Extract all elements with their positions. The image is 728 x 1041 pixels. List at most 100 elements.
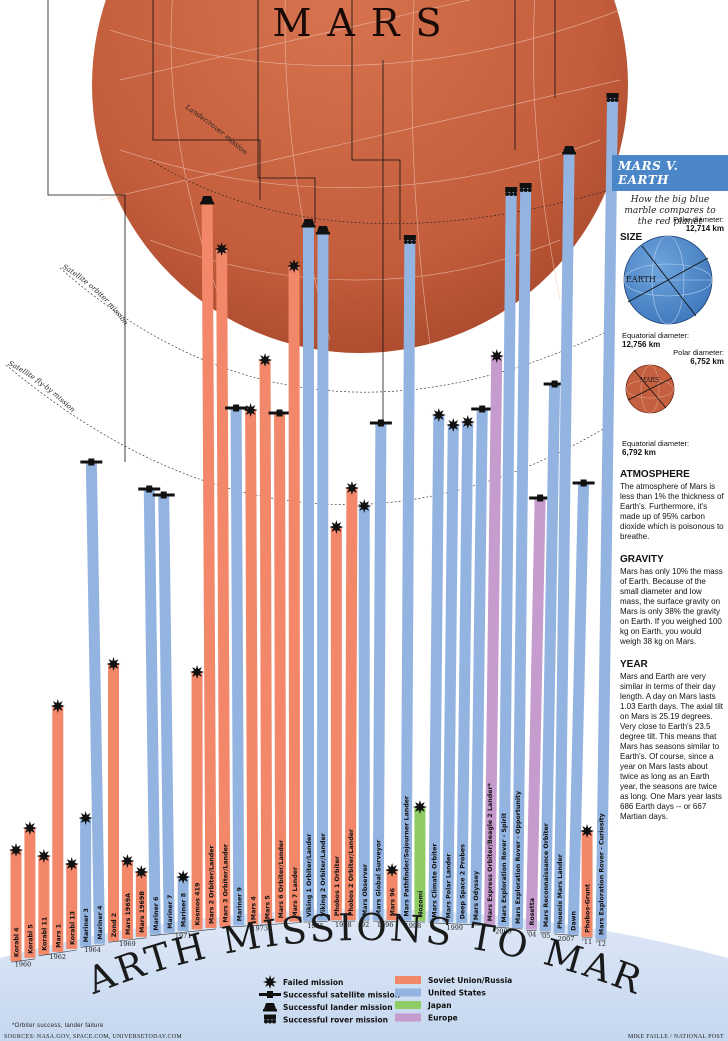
mission-korabl-5: Korabl 5 [22, 821, 37, 958]
satellite-icon [80, 458, 103, 466]
svg-text:MARS: MARS [640, 377, 659, 384]
atmosphere-heading: ATMOSPHERE [620, 469, 690, 480]
year-label: '04 [526, 931, 536, 939]
year-label: 1975 [307, 922, 324, 930]
mission-bar [358, 506, 370, 920]
year-label: 1962 [50, 953, 67, 961]
legend-swatch-japan [395, 1001, 421, 1009]
mission-label: Korabl 13 [69, 911, 76, 945]
failed-mission-icon [460, 415, 475, 429]
legend-label: Successful rover mission [283, 1016, 388, 1025]
mission-bar [428, 415, 445, 922]
rover-legend-icon [264, 1014, 276, 1024]
lander-legend-icon [263, 1003, 277, 1012]
mission-bar [344, 488, 358, 921]
mission-bar [10, 850, 22, 962]
gravity-heading: GRAVITY [620, 554, 664, 565]
failed-mission-icon [190, 665, 205, 679]
satellite-icon [268, 409, 291, 417]
mission-label: Mars 3 Orbiter/Lander [223, 843, 230, 922]
mission-bar [372, 423, 387, 921]
legend-swatch-europe [395, 1013, 421, 1022]
mission-mars-5: Mars 5 [258, 353, 273, 924]
mission-label: Mars 7 Lander [292, 866, 299, 918]
mission-bar [52, 706, 64, 952]
failed-mission-icon [431, 408, 446, 422]
mission-rosetta: Rosetta [525, 494, 552, 930]
mission-mars-pathfinder-sojourner-lander: Mars Pathfinder/Sojourner Lander [400, 235, 416, 921]
mission-label: Mars Exploration Rover - Spirit [501, 813, 508, 923]
mission-label: Korabl 11 [41, 917, 48, 951]
mission-mars-exploration-rover-curiosity: Mars Exploration Rover - Curiosity [595, 93, 619, 940]
orbit-label-orbiter: Satellite orbiter mission [61, 263, 130, 327]
failed-mission-icon [329, 520, 344, 534]
mission-label: Mars 96 [390, 887, 397, 916]
mission-label: Mars 1 [55, 924, 62, 948]
failed-mission-icon [64, 857, 79, 871]
mission-korabl-11: Korabl 11 [36, 849, 51, 955]
mission-mars-climate-orbiter: Mars Climate Orbiter [428, 408, 446, 922]
mission-phobos-grunt: Phobos-Grunt [580, 824, 595, 937]
satellite-icon [369, 419, 392, 427]
year-label: 1996 [377, 921, 394, 929]
mission-label: Mars Global Surveyor [376, 839, 383, 916]
mission-mariner-8: Mariner 8 [176, 870, 191, 932]
lander-icon [562, 146, 577, 155]
year-label: '11 [582, 938, 592, 946]
legend-label: Europe [428, 1014, 458, 1023]
mission-label: Viking 2 Orbiter/Lander [320, 832, 327, 916]
mission-mars-exploration-rover-opportunity: Mars Exploration Rover - Opportunity [511, 183, 532, 928]
year-label: 1973 [251, 925, 268, 933]
mission-bar [85, 462, 106, 944]
legend-label: Successful satellite mission [283, 991, 400, 1000]
sources: SOURCES: NASA.GOV, SPACE.COM, UNIVERSETO… [4, 1034, 183, 1040]
mission-mars-2-orbiter-lander: Mars 2 Orbiter/Lander [200, 196, 217, 928]
year-label: 1960 [15, 961, 32, 969]
mission-bar [216, 249, 231, 927]
year-label: '92 [359, 921, 369, 929]
mission-mars-1969a: Mars 1969A [120, 854, 135, 940]
earth-polar-diameter: Polar diameter: 12,714 km [673, 215, 724, 233]
mission-bar [191, 672, 203, 930]
year-text: Mars and Earth are very similar in terms… [620, 672, 724, 821]
sidebar-subheading: How the big blue marble compares to the … [624, 195, 716, 227]
mission-bar [259, 360, 273, 924]
mission-bar [143, 489, 161, 935]
mission-label: Zond 2 [111, 913, 118, 937]
legend-swatch-us [395, 988, 421, 997]
mission-bar [484, 356, 503, 926]
mission-bar [201, 200, 217, 928]
legend-label: United States [428, 989, 486, 998]
mission-label: Mars Pathfinder/Sojourner Lander [404, 795, 411, 917]
satellite-icon [471, 405, 494, 413]
satellite-icon [138, 485, 161, 493]
satellite-icon [572, 479, 595, 487]
mission-label: Phobos 1 Orbiter [334, 855, 341, 916]
mission-mars-3-orbiter-lander: Mars 3 Orbiter/Lander [214, 242, 231, 927]
mission-bar [274, 413, 287, 923]
satellite-legend-icon [259, 991, 281, 998]
failed-mission-icon [446, 418, 461, 432]
failed-mission-icon [258, 353, 273, 367]
lander-icon [301, 219, 316, 228]
legend-label: Japan [427, 1001, 452, 1010]
satellite-icon [529, 494, 552, 502]
mission-bar [38, 856, 50, 955]
failed-mission-icon [412, 800, 427, 814]
mission-label: Mars 4 [250, 896, 257, 921]
sidebar-heading: MARS V. EARTH [612, 155, 728, 191]
mission-label: Phobos-Grunt [585, 884, 592, 933]
earth-equatorial-diameter: Equatorial diameter: 12,756 km [622, 331, 690, 349]
mission-bar [177, 877, 189, 932]
mars-vs-earth-panel: MARS V. EARTH How the big blue marble co… [612, 155, 728, 821]
mission-bar [80, 818, 92, 947]
leader-lines [47, 0, 556, 462]
mission-mars-exploration-rover-spirit: Mars Exploration Rover - Spirit [498, 187, 518, 927]
year-label: 1999 [446, 924, 463, 932]
size-heading: SIZE [620, 232, 643, 243]
mission-label: Mars 1969B [139, 891, 146, 933]
mission-mars-odyssey: Mars Odyssey [470, 405, 494, 925]
failed-mission-icon [357, 499, 372, 513]
earth-band [0, 909, 728, 1041]
mission-viking-1-orbiter-lander: Viking 1 Orbiter/Lander [301, 219, 316, 922]
